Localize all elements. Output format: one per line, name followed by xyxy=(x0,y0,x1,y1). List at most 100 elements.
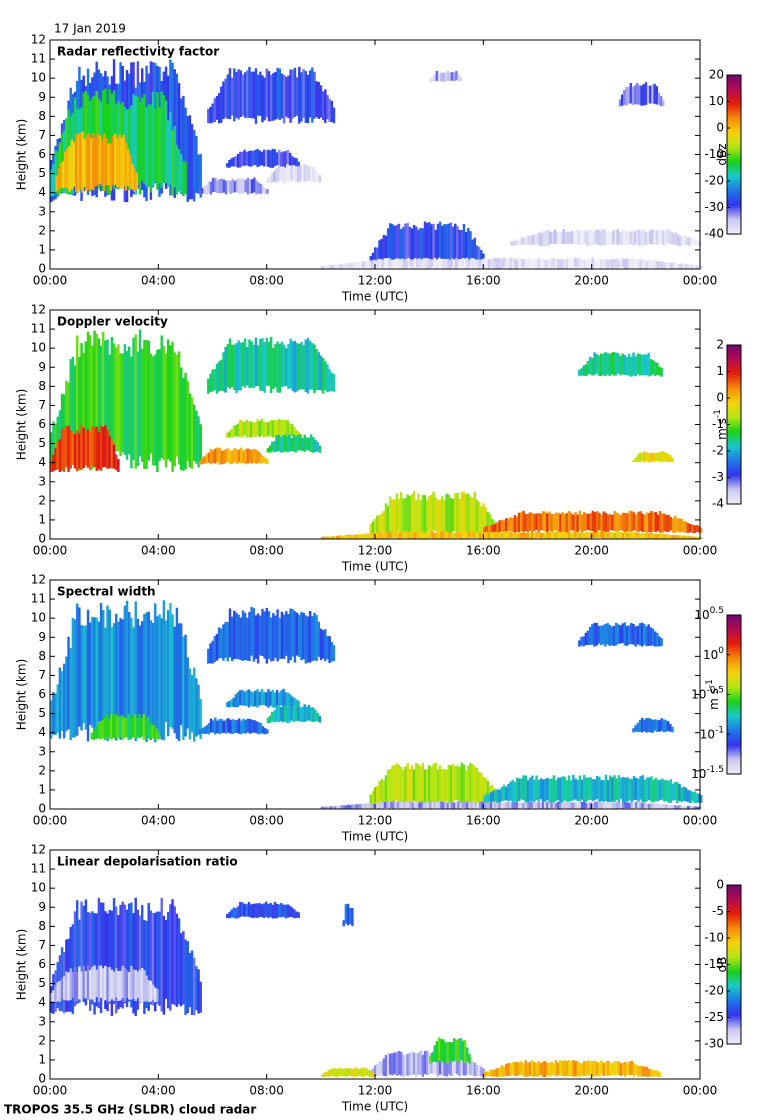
echo xyxy=(240,178,243,194)
echo xyxy=(518,1062,521,1076)
echo xyxy=(60,671,64,731)
echo xyxy=(239,151,242,168)
echo xyxy=(89,969,92,1000)
echo xyxy=(226,913,229,919)
echo xyxy=(489,1069,493,1077)
echo xyxy=(524,514,527,532)
echo xyxy=(442,801,445,809)
echo xyxy=(359,262,363,268)
echo xyxy=(511,532,514,539)
echo xyxy=(50,460,53,473)
echo xyxy=(464,1054,468,1076)
echo xyxy=(419,500,422,534)
echo xyxy=(392,532,395,538)
echo xyxy=(621,353,624,375)
echo xyxy=(401,802,404,809)
echo xyxy=(587,514,590,531)
echo xyxy=(282,614,286,659)
echo xyxy=(485,258,488,269)
echo xyxy=(652,1070,655,1077)
echo xyxy=(349,907,352,925)
echo xyxy=(602,258,605,268)
echo xyxy=(658,720,661,732)
echo xyxy=(269,617,273,662)
echo xyxy=(559,258,562,269)
echo xyxy=(286,420,290,437)
echo xyxy=(456,765,459,801)
echo xyxy=(438,765,442,805)
echo xyxy=(389,769,392,803)
echo xyxy=(622,777,625,803)
echo xyxy=(314,439,317,452)
echo xyxy=(301,706,304,722)
echo xyxy=(624,801,627,809)
echo xyxy=(54,448,57,470)
echo xyxy=(156,349,159,473)
echo xyxy=(654,533,657,539)
echo xyxy=(214,717,217,735)
echo xyxy=(175,607,179,739)
echo xyxy=(652,533,655,539)
echo xyxy=(74,133,78,193)
echo xyxy=(82,352,85,463)
echo xyxy=(578,369,581,377)
echo xyxy=(674,781,677,801)
echo xyxy=(640,85,643,106)
echo xyxy=(52,454,55,472)
echo xyxy=(541,802,545,809)
echo xyxy=(440,258,443,268)
echo xyxy=(102,902,105,1000)
echo xyxy=(648,513,651,533)
echo xyxy=(138,713,141,739)
echo xyxy=(386,1053,390,1076)
echo xyxy=(143,970,146,1002)
echo xyxy=(658,1072,662,1077)
echo xyxy=(574,532,577,539)
echo xyxy=(451,498,455,532)
echo xyxy=(500,1065,504,1077)
echo xyxy=(678,534,681,539)
colorbar-tick-label: -5 xyxy=(712,904,724,918)
echo xyxy=(151,356,155,466)
echo xyxy=(291,696,294,708)
y-axis-label: Height (km) xyxy=(15,929,29,1000)
echo xyxy=(378,515,381,535)
colorbar-tick-label: -10 xyxy=(704,147,724,161)
echo xyxy=(342,263,345,269)
echo xyxy=(121,901,124,1009)
echo xyxy=(249,904,253,918)
echo xyxy=(454,1054,457,1074)
echo xyxy=(123,967,127,1002)
echo xyxy=(130,105,133,182)
echo xyxy=(441,1053,444,1076)
echo xyxy=(230,158,233,167)
echo xyxy=(600,802,603,809)
echo xyxy=(404,223,407,263)
colorbar-tick-label: -20 xyxy=(704,984,724,998)
echo xyxy=(220,86,223,123)
echo xyxy=(180,154,183,193)
echo xyxy=(559,777,562,803)
echo xyxy=(415,226,418,267)
echo xyxy=(598,801,601,809)
echo xyxy=(70,139,74,190)
echo xyxy=(216,720,219,734)
echo xyxy=(485,531,488,539)
echo xyxy=(450,258,454,268)
echo xyxy=(602,511,605,532)
echo xyxy=(613,259,616,268)
echo xyxy=(175,73,179,192)
echo xyxy=(372,259,376,269)
echo xyxy=(201,188,204,194)
echo xyxy=(236,154,240,168)
echo xyxy=(80,901,83,1000)
echo xyxy=(457,259,460,268)
echo xyxy=(320,265,324,269)
echo xyxy=(696,240,700,246)
echo xyxy=(547,229,550,246)
echo xyxy=(216,180,219,193)
echo xyxy=(171,614,174,729)
echo xyxy=(697,265,701,269)
echo xyxy=(182,931,185,1005)
echo xyxy=(647,624,650,646)
